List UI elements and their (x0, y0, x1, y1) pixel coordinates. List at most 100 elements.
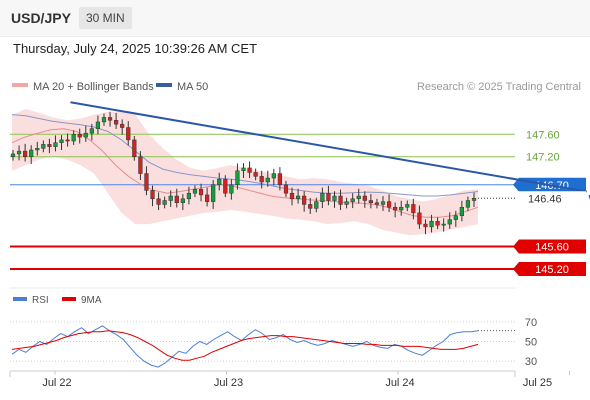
candle-body (344, 201, 349, 205)
candle (83, 125, 88, 142)
candle (138, 151, 143, 181)
candle-body (59, 139, 64, 143)
candle (253, 168, 258, 181)
candle (107, 111, 113, 127)
candle-body (374, 202, 380, 205)
candle-body (332, 195, 337, 201)
candle-body (144, 173, 149, 191)
candle (441, 218, 446, 232)
candle (35, 141, 40, 156)
candle-body (302, 195, 307, 205)
candle (101, 113, 107, 126)
candle (465, 196, 471, 212)
candle-body (447, 219, 452, 225)
candle-body (77, 134, 82, 138)
candle (192, 185, 198, 198)
candle (10, 149, 16, 161)
legend-swatch (12, 83, 28, 87)
candle-body (271, 173, 276, 179)
candle (320, 187, 325, 209)
candle-body (132, 139, 137, 157)
legend-label: RSI (32, 295, 49, 306)
x-tick-label: Jul 23 (214, 377, 243, 389)
candle (411, 198, 416, 220)
candle-body (459, 206, 464, 216)
credit-text: Research © 2025 Trading Central (417, 81, 581, 93)
rsi-tick-label: 70 (525, 317, 537, 329)
candle (356, 188, 361, 204)
legend-label: MA 20 + Bollinger Bands (33, 81, 154, 93)
legend-swatch (62, 297, 76, 301)
candle-body (180, 198, 185, 203)
symbol-title: USD/JPY (11, 10, 71, 26)
candle-body (265, 177, 270, 183)
rsi-ma-line (11, 330, 479, 361)
candle (435, 217, 440, 230)
candle-body (368, 200, 373, 203)
candle (314, 197, 319, 213)
candle-body (350, 198, 355, 202)
candle-body (10, 153, 16, 157)
level-label: 145.60 (535, 242, 569, 254)
candle-body (417, 212, 422, 225)
candle (386, 194, 392, 213)
candle (271, 168, 276, 186)
candle (332, 191, 337, 208)
candle (223, 175, 228, 198)
candle (168, 190, 173, 207)
candle-body (138, 156, 143, 174)
candle-body (429, 221, 434, 228)
candle (453, 210, 458, 227)
ma20-line (11, 128, 479, 218)
candle (204, 187, 210, 207)
candle (29, 145, 34, 165)
candle (174, 188, 179, 208)
candle (241, 163, 246, 179)
candle (368, 194, 373, 209)
candle-body (338, 195, 343, 205)
candle (247, 161, 252, 179)
candle (132, 135, 137, 161)
chart-header: USD/JPY 30 MIN (0, 0, 590, 37)
candle (180, 194, 185, 211)
candle-body (356, 195, 361, 200)
candle (380, 196, 386, 211)
level-label: 147.60 (526, 129, 560, 141)
candle-body (114, 120, 119, 125)
candle-body (386, 201, 392, 208)
candle (393, 202, 398, 218)
candle-body (211, 184, 216, 202)
candle (77, 128, 82, 144)
candle-body (423, 223, 428, 228)
candle-body (235, 170, 240, 186)
candle-body (247, 167, 252, 173)
timeframe-button[interactable]: 30 MIN (79, 7, 132, 29)
candle (150, 185, 155, 207)
candle (259, 170, 264, 189)
candle-body (65, 139, 70, 142)
candle (59, 135, 64, 150)
candle (308, 197, 313, 214)
rsi-tick-label: 30 (525, 356, 537, 368)
candle-body (126, 127, 131, 141)
candle-body (411, 204, 416, 214)
candle-body (308, 204, 313, 209)
rsi-legend: RSI 9MA (13, 295, 102, 306)
last-price-tag (517, 191, 586, 206)
candle-body (150, 190, 155, 200)
candle (326, 185, 331, 206)
x-tick-label: Jul 22 (42, 377, 71, 389)
candle (374, 198, 380, 209)
candle-body (95, 121, 101, 129)
candle (295, 188, 301, 204)
candle (350, 193, 355, 209)
main-legend: MA 20 + Bollinger Bands MA 50 (12, 81, 208, 93)
legend-label: 9MA (81, 295, 102, 306)
candle (459, 200, 464, 222)
candle-body (186, 192, 192, 200)
candle (186, 186, 192, 205)
candle-body (168, 195, 173, 201)
candle (344, 197, 349, 209)
candle-body (380, 201, 386, 205)
candle (417, 205, 422, 229)
